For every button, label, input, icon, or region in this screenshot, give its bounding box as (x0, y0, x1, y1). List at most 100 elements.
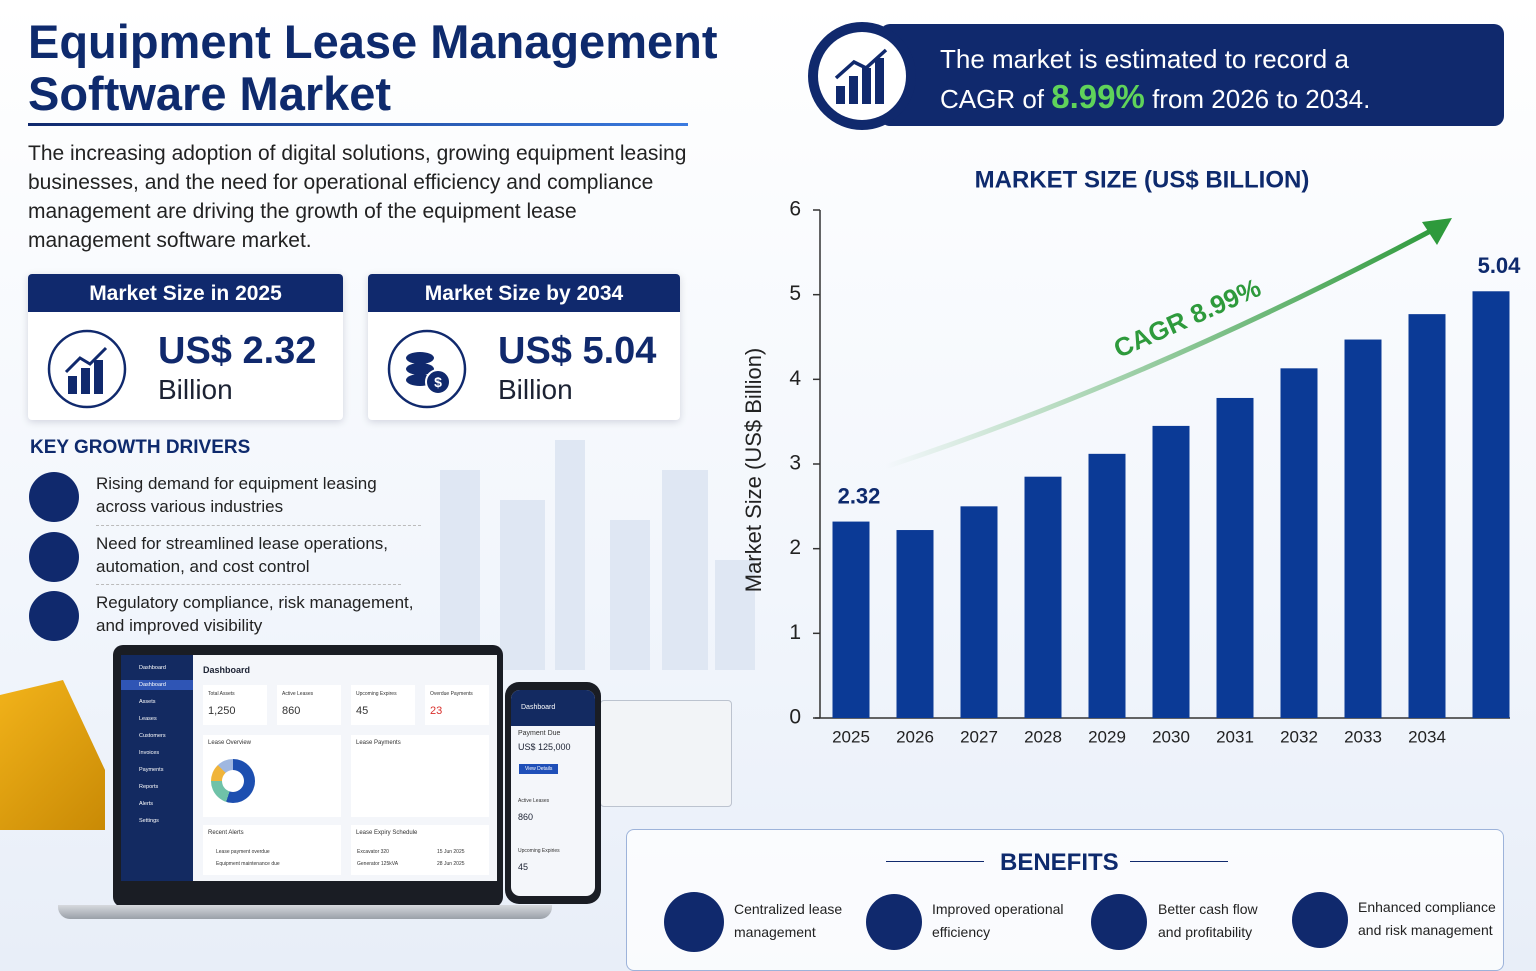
y-tick-label: 0 (789, 706, 801, 729)
benefit-icon (866, 894, 922, 950)
description: The increasing adoption of digital solut… (28, 142, 687, 252)
driver-icon (29, 532, 79, 582)
y-tick-label: 2 (789, 536, 801, 559)
tile-label: Upcoming Expires (356, 691, 397, 697)
benefits-box (626, 829, 1504, 971)
schedule-cell: Excavator 320 (357, 849, 389, 855)
data-label: 2.32 (838, 483, 881, 508)
bar (1344, 339, 1382, 718)
driver: Rising demand for equipment leasing acros… (96, 472, 377, 518)
x-tick-label: 2030 (1152, 727, 1190, 746)
cagr-after: from 2026 to 2034. (1152, 84, 1371, 114)
donut (211, 759, 255, 803)
divider (96, 584, 401, 585)
x-tick-label: 2026 (896, 727, 934, 746)
driver-text: across various industries (96, 497, 284, 516)
x-tick-label: 2033 (1344, 727, 1382, 746)
phone-value: 860 (518, 812, 534, 822)
x-tick-label: 2029 (1088, 727, 1126, 746)
data-label: 5.04 (1478, 253, 1522, 278)
panel-title: Lease Expiry Schedule (356, 830, 418, 836)
title-line: Equipment Lease Management (28, 15, 718, 68)
y-tick-label: 1 (789, 621, 801, 644)
bar (832, 521, 870, 718)
nav-item: Settings (139, 818, 159, 824)
driver-text: automation, and cost control (96, 557, 310, 576)
stat-tile: Total Assets 1,250 (203, 685, 267, 725)
panel-title: Lease Overview (208, 740, 252, 746)
stat-label: Market Size by 2034 (368, 274, 680, 312)
bar (1152, 425, 1190, 718)
benefit: Enhanced compliance and risk management (1358, 896, 1496, 942)
nav-item: Assets (139, 699, 156, 705)
laptop-screen: Dashboard Dashboard Assets Leases Customers I… (121, 655, 497, 881)
benefit-text: Better cash flow (1158, 901, 1258, 917)
stat-unit: Billion (158, 374, 233, 405)
panel: Lease Expiry Schedule (351, 825, 489, 875)
cagr-arrow (884, 223, 1442, 470)
benefit-text: and risk management (1358, 922, 1493, 938)
rule (886, 861, 984, 862)
phone-value: 45 (518, 862, 529, 872)
divider (96, 525, 421, 526)
benefit-icon (664, 892, 724, 952)
bar (1472, 291, 1510, 718)
y-tick-label: 5 (789, 282, 801, 305)
alert-item: Equipment maintenance due (216, 861, 280, 867)
nav-item: Reports (139, 784, 159, 790)
generator (600, 700, 732, 807)
alert-item: Lease payment overdue (216, 849, 270, 855)
x-tick-label: 2028 (1024, 727, 1062, 746)
phone-text: Upcoming Expiries (518, 848, 560, 854)
phone-value: US$ 125,000 (518, 742, 571, 752)
schedule-cell: 15 Jun 2025 (437, 849, 465, 855)
nav-item: Leases (139, 716, 157, 722)
x-tick-label: 2027 (960, 727, 998, 746)
benefit-text: efficiency (932, 924, 991, 940)
tile-label: Total Assets (208, 691, 235, 697)
x-tick-label: 2032 (1280, 727, 1318, 746)
benefit-text: Centralized lease (734, 901, 843, 917)
benefit: Improved operational efficiency (932, 898, 1064, 944)
cagr-highlight: 8.99% (1051, 78, 1145, 115)
driver-text: Need for streamlined lease operations, (96, 534, 388, 553)
tile-value: 860 (282, 705, 301, 717)
tile-label: Overdue Payments (430, 691, 473, 697)
driver-text: Regulatory compliance, risk management, (96, 593, 414, 612)
stat-label: Market Size in 2025 (28, 274, 343, 312)
cagr-banner (880, 24, 1504, 126)
title-rule (28, 123, 688, 126)
schedule-cell: 28 Jun 2025 (437, 861, 465, 867)
driver-icon (29, 591, 79, 641)
bar (1088, 453, 1126, 718)
title: Equipment Lease Management Software Mark… (28, 16, 718, 120)
cagr-arrowhead (1422, 218, 1452, 245)
y-tick-label: 6 (789, 198, 801, 221)
phone-heading: Dashboard (511, 690, 595, 726)
phone-button: View Details (519, 764, 559, 774)
stat-value: US$ 2.32 (158, 330, 317, 372)
y-tick-label: 4 (789, 367, 801, 390)
nav-item: Invoices (139, 750, 160, 756)
benefit-text: Enhanced compliance (1358, 899, 1496, 915)
bar (1216, 397, 1254, 718)
phone-text: Payment Due (518, 730, 561, 737)
bar (896, 530, 934, 718)
banner-icon (808, 22, 916, 130)
benefits-title: BENEFITS (1000, 849, 1119, 876)
chart-title: MARKET SIZE (US$ BILLION) (975, 166, 1310, 193)
nav-item: Dashboard (121, 680, 193, 690)
screen-heading: Dashboard (203, 665, 251, 675)
driver: Need for streamlined lease operations, au… (96, 532, 388, 578)
driver: Regulatory compliance, risk management, a… (96, 591, 413, 637)
stat-tile: Active Leases 860 (277, 685, 341, 725)
stat-tile: Overdue Payments 23 (425, 685, 489, 725)
panel-title: Recent Alerts (208, 830, 244, 836)
benefit-icon (1292, 892, 1348, 948)
nav-item: Alerts (139, 801, 154, 807)
stat-unit: Billion (498, 374, 573, 405)
stat-icon: $ (387, 329, 467, 409)
phone-screen: Dashboard Payment Due US$ 125,000 View D… (511, 690, 595, 896)
bar (1024, 476, 1062, 718)
